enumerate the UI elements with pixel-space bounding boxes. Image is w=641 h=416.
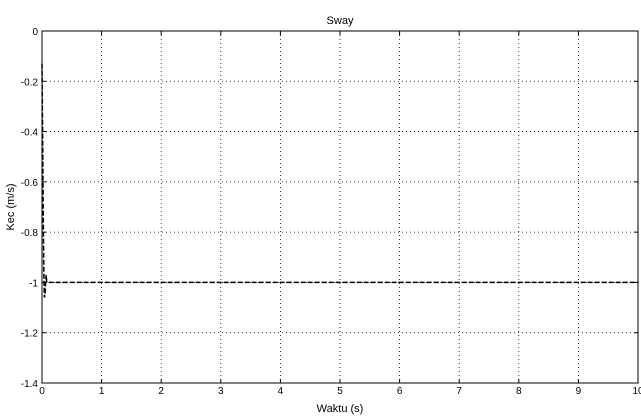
x-tick-label: 1 [99,386,105,397]
series-group [41,63,638,298]
y-axis: 0 -0.2 -0.4 -0.6 -0.8 -1 -1.2 -1.4 [21,27,638,390]
x-tick-label: 5 [337,386,343,397]
x-tick-label: 4 [278,386,284,397]
y-tick-label: -1 [29,278,38,289]
x-tick-label: 9 [576,386,582,397]
y-tick-label: -0.6 [21,178,39,189]
grid [42,31,638,383]
series-line [41,63,638,298]
x-tick-label: 7 [456,386,462,397]
x-tick-label: 0 [39,386,45,397]
x-tick-label: 8 [516,386,522,397]
chart-title: Sway [327,15,354,27]
y-tick-label: -1.2 [21,329,39,340]
y-tick-label: -1.4 [21,379,39,390]
x-tick-label: 6 [397,386,403,397]
y-tick-label: -0.2 [21,77,39,88]
x-axis-label: Waktu (s) [317,403,364,415]
y-axis-label: Kec (m/s) [5,183,17,230]
x-axis: 0 1 2 3 4 5 6 7 8 9 10 [39,31,641,397]
y-tick-label: 0 [32,27,38,38]
y-tick-label: -0.4 [21,128,39,139]
x-tick-label: 2 [158,386,164,397]
x-tick-label: 10 [632,386,641,397]
y-tick-label: -0.8 [21,228,39,239]
x-tick-label: 3 [218,386,224,397]
